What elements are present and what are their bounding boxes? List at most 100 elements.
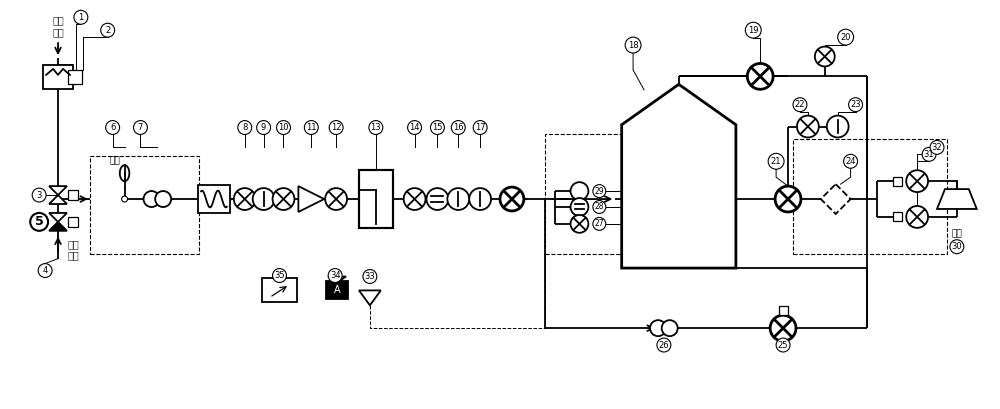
Text: 20: 20 <box>840 33 851 42</box>
Circle shape <box>815 47 835 66</box>
Polygon shape <box>937 189 977 209</box>
Circle shape <box>950 240 964 254</box>
Text: 9: 9 <box>261 123 266 132</box>
Circle shape <box>234 188 256 210</box>
Circle shape <box>469 188 491 210</box>
Circle shape <box>906 206 928 228</box>
Circle shape <box>922 147 936 161</box>
Text: 2: 2 <box>105 26 110 35</box>
Polygon shape <box>328 276 346 283</box>
Text: 26: 26 <box>659 341 669 350</box>
Circle shape <box>106 121 120 135</box>
Text: 11: 11 <box>306 123 317 132</box>
Polygon shape <box>49 213 67 222</box>
Circle shape <box>768 153 784 169</box>
Bar <box>68 217 78 227</box>
Text: 18: 18 <box>628 40 638 49</box>
Circle shape <box>328 269 342 283</box>
Text: 29: 29 <box>595 187 604 196</box>
Text: 27: 27 <box>595 219 604 228</box>
Circle shape <box>369 121 383 135</box>
Text: 16: 16 <box>453 123 464 132</box>
Circle shape <box>747 63 773 89</box>
Text: A: A <box>334 285 340 295</box>
Bar <box>198 185 230 213</box>
Circle shape <box>775 186 801 212</box>
Bar <box>779 306 788 315</box>
Circle shape <box>571 215 588 233</box>
Bar <box>43 65 73 89</box>
Circle shape <box>906 170 928 192</box>
Text: 12: 12 <box>331 123 341 132</box>
Bar <box>262 279 297 302</box>
Text: 14: 14 <box>409 123 420 132</box>
Circle shape <box>571 198 588 216</box>
Circle shape <box>101 23 115 37</box>
Text: 10: 10 <box>278 123 289 132</box>
Circle shape <box>404 188 426 210</box>
Circle shape <box>38 263 52 277</box>
Circle shape <box>770 315 796 341</box>
Text: 19: 19 <box>748 26 759 35</box>
Text: 13: 13 <box>371 123 381 132</box>
Text: 30: 30 <box>952 242 962 251</box>
Text: 氮气: 氮气 <box>67 239 79 249</box>
Circle shape <box>430 121 444 135</box>
Bar <box>90 156 199 254</box>
Circle shape <box>325 188 347 210</box>
Circle shape <box>447 188 469 210</box>
Circle shape <box>427 188 448 210</box>
Text: 1: 1 <box>78 13 83 22</box>
Polygon shape <box>622 84 736 268</box>
Text: 32: 32 <box>932 143 942 152</box>
Circle shape <box>849 98 863 112</box>
Circle shape <box>625 37 641 53</box>
Bar <box>893 177 902 186</box>
Circle shape <box>473 121 487 135</box>
Text: 33: 33 <box>365 272 375 281</box>
Bar <box>359 170 393 228</box>
Text: 28: 28 <box>595 202 604 211</box>
Text: 35: 35 <box>274 271 285 280</box>
Circle shape <box>650 320 666 336</box>
Circle shape <box>451 121 465 135</box>
Circle shape <box>593 218 606 230</box>
Text: 34: 34 <box>330 271 340 280</box>
Text: 15: 15 <box>432 123 443 132</box>
Circle shape <box>329 121 343 135</box>
Circle shape <box>257 121 271 135</box>
Circle shape <box>793 98 807 112</box>
Polygon shape <box>49 195 67 204</box>
Text: 氢气: 氢气 <box>52 15 64 25</box>
Circle shape <box>277 121 290 135</box>
Circle shape <box>571 182 588 200</box>
Text: 4: 4 <box>42 266 48 275</box>
Text: 25: 25 <box>778 341 788 350</box>
Circle shape <box>144 191 160 207</box>
Text: 23: 23 <box>850 100 861 109</box>
Text: 6: 6 <box>110 123 115 132</box>
Circle shape <box>363 270 377 283</box>
Bar <box>893 212 902 221</box>
Circle shape <box>74 10 88 24</box>
Text: 17: 17 <box>475 123 485 132</box>
Circle shape <box>122 196 128 202</box>
Circle shape <box>662 320 678 336</box>
Text: 气源: 气源 <box>52 27 64 37</box>
Circle shape <box>776 338 790 352</box>
Circle shape <box>32 188 46 202</box>
Circle shape <box>134 121 147 135</box>
Circle shape <box>930 140 944 154</box>
Text: 21: 21 <box>771 157 781 166</box>
Circle shape <box>797 116 819 137</box>
Circle shape <box>593 200 606 213</box>
Circle shape <box>593 184 606 198</box>
Bar <box>68 190 78 200</box>
Bar <box>545 135 689 254</box>
Text: 22: 22 <box>795 100 805 109</box>
Bar <box>326 281 348 299</box>
Text: 5: 5 <box>35 216 44 228</box>
Text: 3: 3 <box>36 191 42 200</box>
Text: 8: 8 <box>242 123 247 132</box>
Circle shape <box>238 121 252 135</box>
